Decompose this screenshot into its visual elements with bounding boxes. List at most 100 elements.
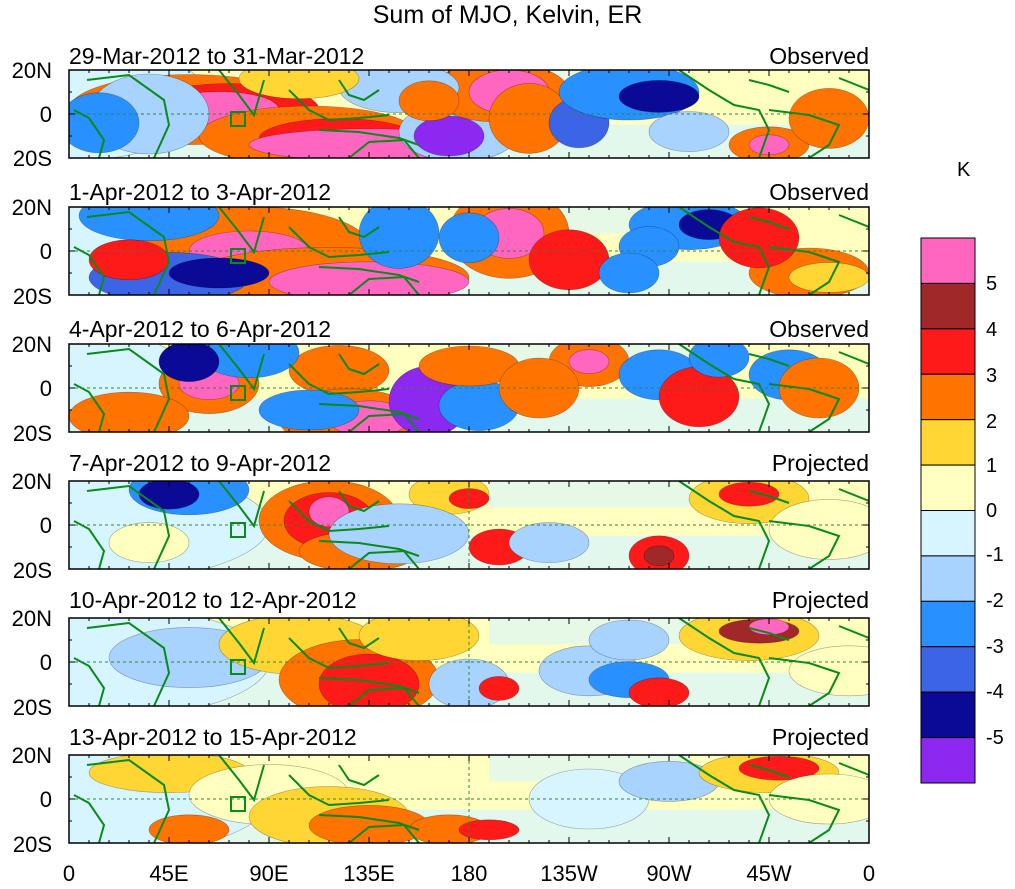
coastline (348, 823, 420, 843)
coastline (838, 351, 869, 365)
anomaly-contour (768, 773, 869, 825)
coastline (86, 484, 171, 569)
colorbar-swatch (920, 555, 976, 602)
lon-tick-90e: 90E (249, 861, 289, 886)
anomaly-contour (258, 389, 360, 431)
lat-tick-eq: 0 (39, 239, 52, 264)
coastline (678, 344, 771, 432)
coastline (218, 344, 265, 392)
anomaly-contour (69, 391, 190, 432)
map-panel (68, 480, 870, 570)
anomaly-contour (328, 503, 470, 565)
colorbar-swatch (920, 691, 976, 739)
coastline (86, 347, 171, 432)
coastline (338, 490, 380, 513)
anomaly-contour (718, 481, 780, 507)
anomaly-contour (69, 92, 140, 154)
colorbar-unit: K (957, 159, 971, 181)
panel-4-period: 7-Apr-2012 to 9-Apr-2012 (69, 450, 332, 476)
coastline (768, 794, 841, 843)
anomaly-contour (168, 257, 270, 289)
lat-tick-20s: 20S (12, 695, 52, 720)
colorbar-swatch (920, 328, 976, 375)
coastline (86, 758, 171, 843)
lat-tick-20s: 20S (12, 284, 52, 309)
anomaly-contour (688, 344, 750, 378)
region-box (230, 385, 246, 401)
coastline (748, 353, 790, 367)
anomaly-contour (458, 819, 520, 841)
anomaly-contour (648, 111, 730, 152)
lon-tick-135e: 135E (343, 861, 395, 886)
region-box (230, 522, 246, 538)
anomaly-contour (108, 522, 190, 563)
lon-tick-45w: 45W (746, 861, 792, 886)
lat-tick-20s: 20S (12, 146, 52, 171)
colorbar-swatch (920, 237, 976, 284)
coastline (678, 755, 771, 843)
coastline (318, 540, 420, 557)
coastline (288, 637, 390, 670)
lat-tick-20n: 20N (11, 58, 52, 83)
coastline (748, 490, 790, 504)
coastline (218, 207, 265, 255)
colorbar (920, 237, 976, 784)
coastline (86, 210, 171, 295)
anomaly-contour (568, 349, 610, 374)
anomaly-contour (768, 499, 869, 560)
colorbar-swatch (920, 419, 976, 466)
coastline (838, 488, 869, 502)
coastline (318, 677, 420, 694)
colorbar-label: 3 (986, 365, 998, 387)
panel-5-period: 10-Apr-2012 to 12-Apr-2012 (69, 587, 357, 613)
colorbar-swatch (920, 737, 976, 784)
coastline (288, 226, 390, 259)
coastline (288, 774, 390, 807)
colorbar-label: -2 (986, 590, 1004, 612)
anomaly-contour (508, 522, 590, 563)
colorbar-swatch (920, 510, 976, 557)
colorbar-swatch (920, 646, 976, 693)
coastline (768, 520, 841, 569)
panel-3-status: Observed (769, 316, 869, 342)
lat-tick-eq: 0 (39, 102, 52, 127)
colorbar-label: 5 (986, 273, 998, 295)
panel-4-status: Projected (771, 450, 869, 476)
coastline (86, 73, 171, 158)
lat-tick-20n: 20N (11, 743, 52, 768)
colorbar-label: 0 (986, 500, 998, 522)
anomaly-contour (643, 545, 675, 567)
map-panel (68, 206, 870, 296)
anomaly-contour (598, 252, 660, 294)
coastline (218, 481, 265, 529)
lat-tick-20n: 20N (11, 606, 52, 631)
region-box (230, 796, 246, 812)
anomaly-contour (478, 676, 520, 701)
lon-tick-45e: 45E (149, 861, 189, 886)
coastline (338, 353, 380, 376)
coastline (678, 618, 771, 706)
coastline (288, 363, 390, 396)
coastline (348, 549, 420, 569)
colorbar-label: 2 (986, 411, 998, 433)
anomaly-contour (788, 262, 869, 293)
colorbar-label: -4 (986, 681, 1004, 703)
colorbar-label: 1 (986, 455, 998, 477)
anomaly-contour (158, 344, 220, 382)
region-box (230, 111, 246, 127)
anomaly-contour (528, 229, 610, 291)
coastline (348, 686, 420, 706)
coastline (218, 70, 265, 118)
coastline (838, 77, 869, 91)
anomaly-contour (748, 134, 790, 156)
figure-title: Sum of MJO, Kelvin, ER (372, 1, 643, 29)
coastline (218, 618, 265, 666)
panel-2-period: 1-Apr-2012 to 3-Apr-2012 (69, 179, 332, 205)
lon-tick-0-end: 0 (862, 861, 876, 886)
coastline (218, 755, 265, 803)
coastline (348, 138, 420, 158)
panel-1-status: Observed (769, 43, 869, 69)
lat-tick-eq: 0 (39, 513, 52, 538)
map-panel (68, 69, 870, 159)
